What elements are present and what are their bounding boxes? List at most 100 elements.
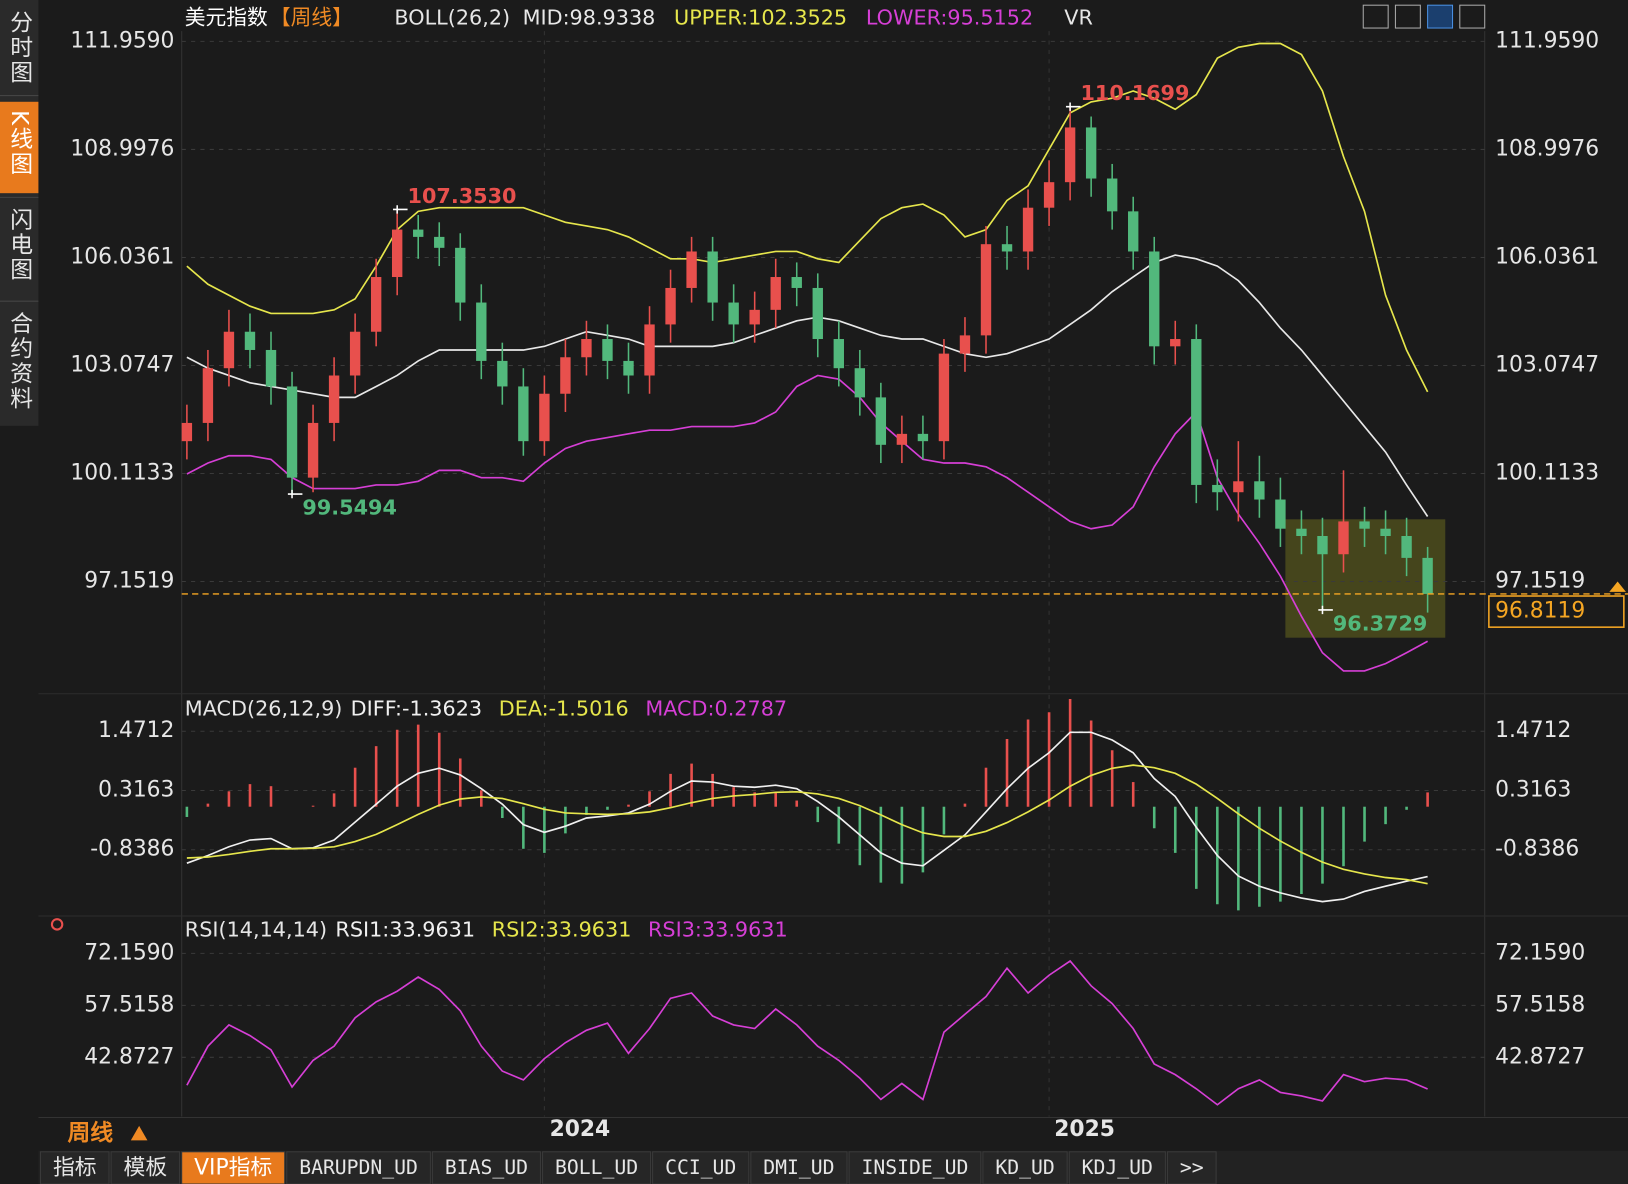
extreme-label: 107.3530: [408, 184, 517, 208]
tab[interactable]: [181, 1151, 286, 1184]
y-tick-label: 108.9976: [1495, 136, 1599, 161]
legend-entry: RSI1:33.9631: [335, 918, 475, 942]
tab-label[interactable]: BOLL_UD: [555, 1156, 638, 1179]
legend-entry: LOWER:95.5152: [866, 6, 1033, 30]
candle-body: [1022, 207, 1034, 252]
period-label[interactable]: 周线: [67, 1120, 113, 1147]
candle-body: [413, 229, 424, 237]
sidebar-item[interactable]: 闪电图: [6, 208, 32, 283]
tab[interactable]: [1068, 1151, 1166, 1184]
chart-title: RSI(14,14,14): [185, 918, 327, 942]
legend-entry: DEA:-1.5016: [499, 696, 629, 720]
candle-body: [854, 368, 866, 398]
y-tick-label: 72.1590: [1495, 940, 1585, 965]
candle-body: [602, 339, 613, 361]
candle-body: [917, 433, 929, 442]
candle-body: [1128, 211, 1139, 252]
y-tick-label: 103.0747: [70, 352, 174, 377]
candle-body: [202, 368, 214, 423]
tab-label[interactable]: BIAS_UD: [445, 1156, 528, 1179]
candle-body: [686, 251, 697, 288]
tab[interactable]: [982, 1151, 1068, 1184]
tab[interactable]: [110, 1151, 181, 1184]
candle-body: [959, 335, 971, 354]
sidebar-item[interactable]: 合约资料: [6, 312, 32, 412]
candle-body: [328, 375, 340, 423]
tab[interactable]: [39, 1151, 110, 1184]
indicator-name: BOLL(26,2): [394, 6, 510, 30]
candle-body: [791, 277, 802, 288]
selection-box: [1285, 519, 1446, 638]
period-arrow[interactable]: [130, 1125, 148, 1141]
boll-line: [186, 374, 1429, 672]
candle-body: [1233, 481, 1244, 493]
icon[interactable]: [1362, 4, 1389, 29]
extreme-marker: [287, 489, 303, 499]
y-tick-label: 42.8727: [1495, 1044, 1585, 1069]
y-tick-label: 100.1133: [1495, 461, 1599, 486]
candle-body: [1001, 244, 1013, 252]
candle-body: [349, 331, 361, 376]
candle-body: [1401, 536, 1412, 558]
y-tick-label: 106.0361: [70, 244, 174, 269]
icon[interactable]: [1427, 4, 1454, 29]
tab-label[interactable]: INSIDE_UD: [862, 1156, 969, 1179]
y-tick-label: 57.5158: [1495, 992, 1585, 1017]
candle-body: [875, 397, 887, 445]
candle-body: [1254, 481, 1265, 500]
tab[interactable]: [1166, 1151, 1217, 1184]
x-tick-label: 2025: [1054, 1117, 1115, 1142]
tab[interactable]: [286, 1151, 431, 1184]
tab-label[interactable]: VIP指标: [194, 1155, 272, 1180]
y-tick-label: 97.1519: [1495, 569, 1585, 594]
tab[interactable]: [750, 1151, 848, 1184]
tab[interactable]: [431, 1151, 541, 1184]
sidebar-item[interactable]: K线图: [6, 110, 32, 177]
y-tick-label: 111.9590: [1495, 28, 1599, 53]
candle-body: [728, 302, 739, 325]
tab-label[interactable]: CCI_UD: [665, 1156, 736, 1179]
tab-label[interactable]: KD_UD: [995, 1156, 1054, 1179]
tab-label[interactable]: BARUPDN_UD: [299, 1156, 418, 1179]
icon[interactable]: [1394, 4, 1421, 29]
tab-label[interactable]: DMI_UD: [763, 1156, 834, 1179]
legend-entry: MACD:0.2787: [645, 696, 787, 720]
candle-body: [518, 386, 529, 442]
indicator-extra: VR: [1064, 6, 1093, 30]
sidebar-item[interactable]: 分时图: [6, 10, 32, 85]
tab[interactable]: [848, 1151, 982, 1184]
candle-body: [1359, 521, 1370, 529]
extreme-label: 110.1699: [1080, 81, 1189, 105]
candle-body: [560, 357, 571, 394]
candle-body: [391, 229, 403, 278]
tab[interactable]: [542, 1151, 652, 1184]
candle-body: [644, 324, 655, 376]
candle-body: [770, 277, 781, 310]
extreme-label: 96.3729: [1333, 611, 1428, 635]
tab-label[interactable]: 模板: [124, 1155, 168, 1180]
candle-body: [181, 422, 193, 442]
candle-body: [1106, 178, 1118, 212]
tab-label[interactable]: KDJ_UD: [1082, 1156, 1153, 1179]
marker-icon: [50, 918, 64, 931]
chart-title: MACD(26,12,9): [185, 696, 343, 720]
candle-body: [455, 247, 466, 303]
tab[interactable]: [652, 1151, 750, 1184]
candle-body: [1380, 528, 1391, 537]
candle-body: [749, 309, 760, 325]
icon[interactable]: [1459, 4, 1486, 29]
candle-body: [1212, 484, 1223, 493]
candle-body: [1043, 182, 1055, 208]
candle-body: [623, 360, 634, 376]
tab-label[interactable]: >>: [1180, 1156, 1204, 1179]
candle-body: [1085, 127, 1097, 179]
candle-body: [581, 339, 592, 358]
tab-label[interactable]: 指标: [53, 1155, 97, 1180]
sidebar: [0, 0, 39, 426]
last-price-box: [1488, 595, 1625, 628]
candle-body: [539, 393, 550, 442]
candle-body: [1064, 127, 1076, 183]
y-tick-label: 42.8727: [84, 1044, 174, 1069]
